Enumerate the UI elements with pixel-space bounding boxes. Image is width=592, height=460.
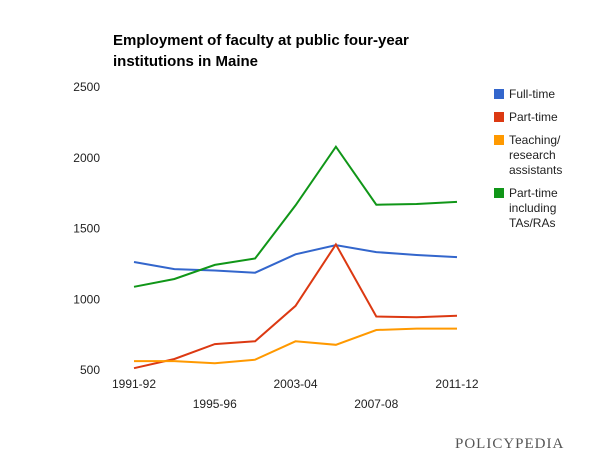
x-tick-label: 2011-12 [435, 377, 478, 391]
y-tick-label: 2500 [73, 80, 100, 94]
legend-swatch [494, 188, 504, 198]
source-logo: POLICYPEDIA [455, 436, 565, 452]
y-tick-label: 2000 [73, 151, 100, 165]
y-tick-label: 1000 [73, 292, 100, 306]
legend-label: Full-time [509, 87, 556, 101]
series-line [133, 144, 458, 288]
legend: Full-time Part-time Teaching/ research ass… [494, 87, 589, 239]
legend-label: Teaching/ research assistants [509, 133, 563, 177]
x-tick-label: 1995-96 [193, 397, 237, 411]
y-tick-label: 1500 [73, 222, 100, 236]
legend-item: Part-time including TAs/RAs [494, 186, 589, 231]
x-tick-label: 1991-92 [112, 377, 156, 391]
legend-item: Full-time [494, 87, 589, 102]
legend-swatch [494, 135, 504, 145]
chart-title: Employment of faculty at public four-yea… [113, 32, 409, 70]
series-line [133, 242, 458, 370]
y-tick-label: 500 [80, 363, 100, 377]
legend-item: Part-time [494, 110, 589, 125]
series-line [134, 327, 457, 365]
legend-swatch [494, 112, 504, 122]
legend-item: Teaching/ research assistants [494, 133, 589, 178]
legend-label: Part-time including TAs/RAs [509, 186, 558, 230]
x-tick-label: 2003-04 [273, 377, 317, 391]
legend-swatch [494, 89, 504, 99]
legend-label: Part-time [509, 110, 558, 124]
x-tick-label: 2007-08 [354, 397, 398, 411]
series-line [133, 244, 458, 274]
